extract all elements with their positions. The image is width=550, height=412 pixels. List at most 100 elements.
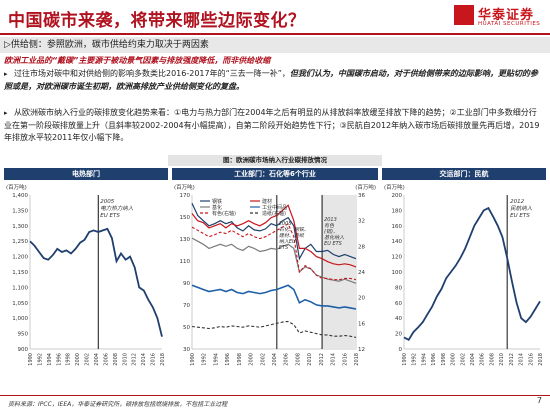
legend-label: 基化 <box>212 204 222 211</box>
series-line-0 <box>191 202 357 261</box>
x-tick-label: 2008 <box>295 353 301 366</box>
y-tick-label-right: 16 <box>358 321 365 327</box>
annotation-label: 纳入EU <box>279 238 296 245</box>
x-tick-label: 2012 <box>509 353 515 366</box>
y-tick-label: 950 <box>18 332 29 338</box>
y-tick-label: 80 <box>395 285 402 291</box>
panel-power-head: 电热部门 <box>4 168 168 180</box>
y-tick-label: 70 <box>183 303 190 309</box>
footer-divider <box>0 395 550 396</box>
y-tick-label: 110 <box>180 259 191 265</box>
x-tick-label: 1998 <box>237 353 243 366</box>
x-tick-label: 1992 <box>37 353 43 366</box>
y-tick-label: 1,100 <box>12 285 28 291</box>
paragraph-2: ▸ 从欧洲碳市纳入行业的碳排放变化趋势来看：①电力与热力部门在2004年之后有明显… <box>4 107 544 145</box>
y-tick-label: 60 <box>395 301 402 307</box>
y-axis-unit: (百万吨) <box>6 183 27 191</box>
x-tick-label: 2018 <box>160 353 166 366</box>
x-tick-label: 2006 <box>480 353 486 366</box>
y-tick-label-right: 32 <box>358 219 365 225</box>
x-tick-label: 2010 <box>122 353 128 366</box>
y-tick-label: 1,000 <box>12 316 28 322</box>
y-tick-label: 1,300 <box>12 224 28 230</box>
y-tick-label: 50 <box>183 325 190 331</box>
y-tick-label: 160 <box>392 224 403 230</box>
y-tick-label: 40 <box>395 316 402 322</box>
annotation-label: 建材、造纸 <box>279 232 305 239</box>
x-tick-label: 2004 <box>272 353 278 366</box>
paragraph-1-part2: 但我们认为，中国碳市启动，对于供给侧带来的边际影响，更贴切的参照或是，对欧洲碳市… <box>4 69 538 91</box>
series-line-4 <box>191 223 357 281</box>
annotation-label: 有色 <box>324 222 335 229</box>
x-tick-label: 2014 <box>141 353 147 366</box>
annotation-label: EU ETS <box>324 241 343 247</box>
y-tick-label: 900 <box>18 347 29 353</box>
y-tick-label: 1,250 <box>12 239 28 245</box>
x-tick-label: 2006 <box>103 353 109 366</box>
x-tick-label: 1994 <box>421 353 427 366</box>
y-tick-label-right: 20 <box>358 296 365 302</box>
y-tick-label: 1,350 <box>12 208 28 214</box>
paragraph-1-part1: 过往市场对碳中和对供给侧的影响多数类比2016-2017年的“三去一降一补”， <box>14 69 290 78</box>
annotation-label: 民航纳入 <box>510 205 533 212</box>
annotation-label: ETS <box>279 245 289 251</box>
y-tick-label: 1,150 <box>12 270 28 276</box>
y-axis-unit-left: (百万吨) <box>174 183 195 191</box>
page-title: 中国碳市来袭，将带来哪些边际变化？ <box>8 11 306 31</box>
y-tick-label-right: 24 <box>358 270 365 276</box>
x-tick-label: 2016 <box>151 353 157 366</box>
bullet-icon: ▸ <box>4 109 8 117</box>
y-tick-label-right: 12 <box>358 347 365 353</box>
series-line-power <box>29 227 163 337</box>
series-line-1 <box>191 204 357 268</box>
x-tick-label: 2014 <box>519 353 525 366</box>
series-line-5 <box>191 320 357 338</box>
x-tick-label: 1996 <box>431 353 437 366</box>
source-note: 资料来源：IPCC，IEEA，华泰证券研究所，碳排放包括燃烧排放，不包括工业过程 <box>8 401 228 408</box>
y-tick-label: 140 <box>392 239 403 245</box>
x-tick-label: 1996 <box>225 353 231 366</box>
x-tick-label: 2012 <box>132 353 138 366</box>
y-tick-label: 90 <box>183 281 190 287</box>
x-tick-label: 2000 <box>451 353 457 366</box>
y-axis-unit: (百万吨) <box>384 183 405 191</box>
y-tick-label: 200 <box>392 193 403 199</box>
panel-aviation-head: 交运部门：民航 <box>382 168 546 180</box>
x-tick-label: 2010 <box>499 353 505 366</box>
x-tick-label: 1990 <box>28 353 34 366</box>
section-heading: ▷供给侧：参照欧洲，碳市供给约束力取决于两因素 <box>0 37 550 53</box>
x-tick-label: 2018 <box>538 353 544 366</box>
shaded-period <box>322 195 356 349</box>
y-tick-label: 20 <box>395 332 402 338</box>
logo-subtitle: HUATAI SECURITIES <box>478 21 541 27</box>
x-tick-label: 2002 <box>260 353 266 366</box>
x-tick-label: 1990 <box>190 353 196 366</box>
logo-mark <box>454 5 474 25</box>
x-tick-label: 1996 <box>56 353 62 366</box>
x-tick-label: 2016 <box>528 353 534 366</box>
x-tick-label: 1990 <box>402 353 408 366</box>
annotation-label: 电力热力纳入 <box>100 205 134 212</box>
annotation-label: 2012 <box>510 199 524 205</box>
x-tick-label: 1994 <box>47 353 53 366</box>
x-tick-label: 2016 <box>342 353 348 366</box>
x-tick-label: 2004 <box>470 353 476 366</box>
y-tick-label: 0 <box>399 347 403 353</box>
x-tick-label: 2004 <box>94 353 100 366</box>
legend-label: 有色(右轴) <box>212 210 236 217</box>
y-tick-label: 1,400 <box>12 193 28 199</box>
x-tick-label: 2008 <box>113 353 119 366</box>
x-tick-label: 2008 <box>489 353 495 366</box>
legend-label: 工业中间品 <box>262 204 287 211</box>
y-tick-label: 1,050 <box>12 301 28 307</box>
logo: 华泰证券 HUATAI SECURITIES <box>454 4 542 32</box>
y-axis-unit-right: (百万吨) <box>355 183 376 191</box>
y-tick-label: 150 <box>180 215 191 221</box>
x-tick-label: 1998 <box>66 353 72 366</box>
x-tick-label: 2010 <box>307 353 313 366</box>
x-tick-label: 1992 <box>202 353 208 366</box>
y-tick-label: 120 <box>392 255 403 261</box>
annotation-label: 基化纳入 <box>324 234 344 241</box>
annotation-label: EU ETS <box>510 213 530 219</box>
power-chart: (百万吨) 1,400 1,350 1,300 1,250 1,200 1,150 1,100… <box>6 183 166 366</box>
